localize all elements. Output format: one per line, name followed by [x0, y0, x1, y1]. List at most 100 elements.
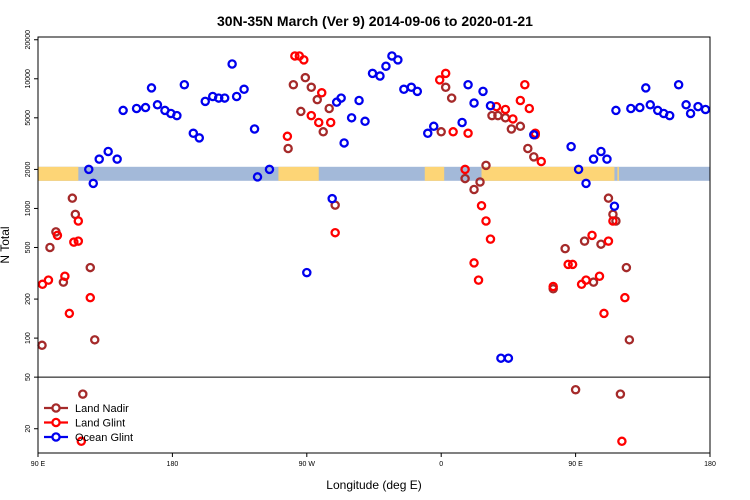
plot-frame [37, 36, 711, 454]
data-point [428, 121, 439, 132]
data-point [548, 281, 558, 292]
data-point [239, 84, 249, 95]
data-point [188, 128, 199, 139]
y-tick-label: 1000 [25, 201, 32, 217]
data-point [635, 102, 645, 113]
data-point [463, 79, 473, 90]
data-point [112, 154, 122, 164]
data-point [506, 124, 517, 134]
data-point [700, 104, 711, 115]
data-point [523, 143, 533, 154]
y-tick-label: 200 [25, 293, 32, 305]
data-point [302, 267, 312, 278]
data-point [664, 110, 675, 121]
data-point [306, 82, 317, 93]
data-point [76, 436, 87, 447]
land-segment [481, 166, 615, 181]
data-point [621, 262, 632, 273]
data-point [587, 230, 597, 241]
land-segment [278, 166, 319, 181]
data-point [475, 177, 485, 187]
data-point [481, 160, 491, 171]
data-point [641, 83, 651, 93]
data-point [563, 259, 573, 270]
x-tick-label: 90 E [31, 461, 46, 468]
data-point [327, 193, 337, 204]
data-point [434, 75, 445, 85]
data-point [219, 93, 230, 103]
data-point [436, 127, 446, 137]
legend-item: Land Nadir [44, 403, 129, 415]
data-point [227, 59, 237, 69]
chart-title: 30N-35N March (Ver 9) 2014-09-06 to 2020… [217, 13, 533, 29]
data-point [367, 68, 378, 79]
data-point [469, 184, 479, 195]
data-point [375, 71, 385, 81]
legend-label: Land Glint [75, 418, 125, 430]
data-point [330, 227, 340, 238]
data-point [249, 124, 260, 134]
data-point [412, 86, 423, 97]
data-point [103, 146, 113, 157]
legend-label: Land Nadir [75, 403, 129, 415]
y-axis-title: N Total [0, 226, 12, 263]
y-tick-label: 10000 [25, 69, 32, 89]
data-point [213, 93, 224, 103]
data-point [493, 110, 503, 121]
legend: Land Nadir Land Glint Ocean Glint [44, 403, 133, 444]
data-point [52, 230, 63, 241]
data-point [440, 68, 451, 79]
data-point [69, 237, 79, 247]
data-point [140, 102, 151, 113]
data-point [381, 61, 391, 71]
data-point [313, 117, 324, 128]
data-point [45, 242, 55, 253]
data-point [476, 200, 487, 211]
data-point [94, 154, 104, 164]
data-point [448, 127, 458, 137]
data-point [500, 113, 511, 123]
land-segment [617, 166, 619, 181]
data-points [37, 51, 711, 447]
data-point [354, 95, 364, 106]
data-point [152, 100, 163, 110]
data-point [312, 94, 323, 105]
data-point [645, 100, 656, 110]
data-point [520, 79, 530, 90]
data-point [603, 193, 614, 203]
data-point [463, 128, 473, 139]
data-point [446, 93, 457, 103]
data-point [118, 105, 128, 116]
data-point [487, 110, 497, 121]
data-point [43, 275, 54, 285]
data-point [626, 103, 636, 114]
legend-marker [51, 403, 61, 413]
y-tick-label: 500 [25, 242, 32, 254]
y-tick-label: 5000 [25, 110, 32, 126]
data-point [299, 55, 309, 65]
data-point [515, 121, 526, 132]
data-point [503, 353, 514, 363]
data-point [423, 128, 433, 139]
series-ocean-glint [84, 51, 711, 363]
data-point [529, 130, 539, 140]
data-point [179, 79, 190, 90]
data-point [536, 156, 547, 167]
data-point [296, 106, 306, 117]
data-point [566, 141, 576, 152]
data-point [603, 236, 614, 246]
data-point [473, 275, 484, 285]
data-point [508, 114, 518, 124]
data-point [588, 277, 599, 287]
data-point [360, 116, 370, 127]
data-point [469, 258, 479, 268]
y-tick-label: 20000 [25, 30, 32, 50]
data-point [85, 262, 96, 273]
data-point [231, 91, 242, 102]
data-point [440, 82, 451, 93]
surface-band [38, 166, 710, 181]
data-point [567, 259, 578, 270]
y-tick-label: 100 [25, 332, 32, 344]
axes: 90 E 180 90 W 0 90 E 180 20 50 100 200 500 1000 2000… [25, 30, 716, 468]
data-point [264, 164, 275, 175]
